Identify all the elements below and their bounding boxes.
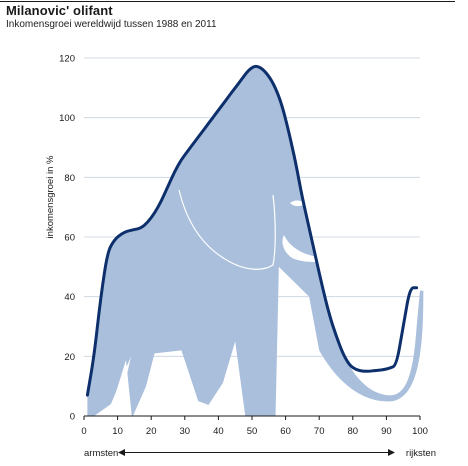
- y-axis-ticks: 0 20 40 60 80 100 120: [59, 54, 75, 423]
- x-direction-note: armsten rijksten: [84, 448, 436, 459]
- arrow-left-icon: [118, 449, 125, 456]
- x-tick-label: 100: [412, 426, 428, 437]
- x-tick-label: 80: [348, 426, 359, 437]
- y-tick-label: 0: [70, 412, 75, 423]
- x-tick-label: 70: [314, 426, 325, 437]
- x-axis-right-label: rijksten: [406, 448, 436, 459]
- y-tick-label: 20: [64, 352, 75, 363]
- x-tick-label: 90: [381, 426, 392, 437]
- x-axis-ticks: 0 10 20 30 40 50 60 70 80 90 100: [81, 416, 428, 437]
- x-tick-label: 20: [146, 426, 157, 437]
- x-tick-label: 10: [112, 426, 123, 437]
- y-tick-label: 80: [64, 173, 75, 184]
- y-tick-label: 40: [64, 292, 75, 303]
- y-axis-label: inkomensgroei in %: [45, 155, 56, 238]
- x-axis-left-label: armsten: [84, 448, 118, 459]
- x-tick-label: 0: [81, 426, 86, 437]
- arrow-right-icon: [388, 449, 395, 456]
- title-rule: [0, 1, 455, 2]
- y-tick-label: 60: [64, 233, 75, 244]
- x-tick-label: 30: [180, 426, 191, 437]
- x-tick-label: 40: [213, 426, 224, 437]
- x-tick-label: 50: [247, 426, 258, 437]
- chart-subtitle: Inkomensgroei wereldwijd tussen 1988 en …: [6, 19, 217, 30]
- elephant-illustration: [87, 65, 424, 418]
- x-tick-label: 60: [280, 426, 291, 437]
- y-tick-label: 100: [59, 113, 75, 124]
- chart-title: Milanovic' olifant: [6, 3, 113, 18]
- series-line: [85, 64, 419, 397]
- y-tick-label: 120: [59, 54, 75, 65]
